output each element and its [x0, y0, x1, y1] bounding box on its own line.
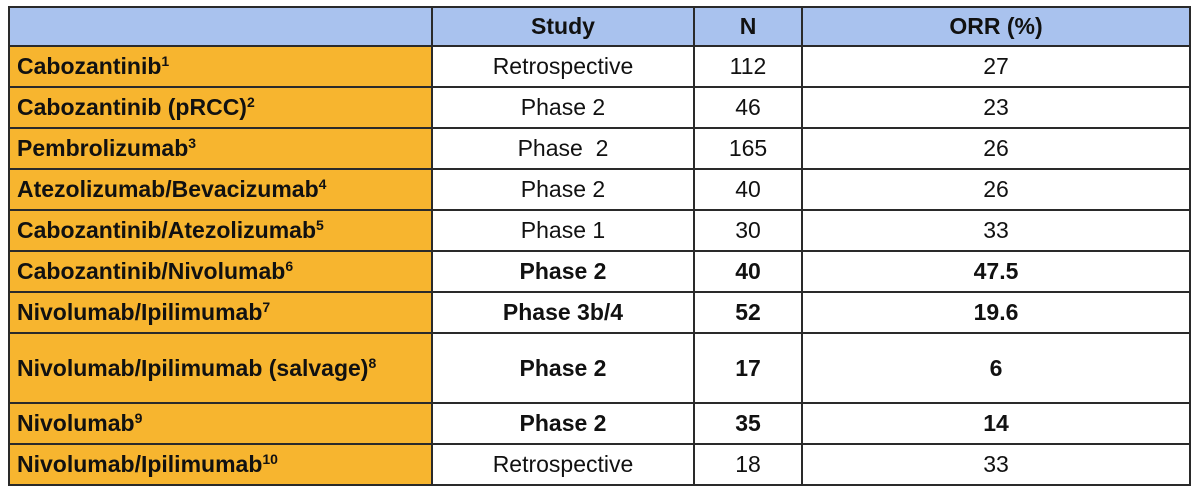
- orr-cell: 26: [801, 168, 1191, 211]
- drug-cell: Nivolumab/Ipilimumab10: [8, 443, 433, 486]
- table-row: Cabozantinib/Atezolizumab5 Phase 1 30 33: [8, 209, 1191, 252]
- drug-name: Atezolizumab/Bevacizumab: [17, 176, 319, 202]
- study-cell: Phase 3b/4: [431, 291, 695, 334]
- table-row: Pembrolizumab3 Phase 2 165 26: [8, 127, 1191, 170]
- drug-cell: Nivolumab9: [8, 402, 433, 445]
- study-cell: Phase 2: [431, 127, 695, 170]
- reference-number: 6: [285, 258, 294, 274]
- header-cell-drug: [8, 6, 433, 47]
- study-cell: Phase 2: [431, 86, 695, 129]
- study-cell: Phase 2: [431, 332, 695, 404]
- reference-number: 2: [246, 94, 255, 110]
- reference-number: 4: [318, 176, 327, 192]
- header-cell-orr: ORR (%): [801, 6, 1191, 47]
- drug-cell: Atezolizumab/Bevacizumab4: [8, 168, 433, 211]
- table-row: Nivolumab/Ipilimumab7 Phase 3b/4 52 19.6: [8, 291, 1191, 334]
- orr-cell: 23: [801, 86, 1191, 129]
- table-row: Nivolumab/Ipilimumab10 Retrospective 18 …: [8, 443, 1191, 486]
- table-row: Nivolumab/Ipilimumab (salvage)8 Phase 2 …: [8, 332, 1191, 404]
- drug-cell: Cabozantinib1: [8, 45, 433, 88]
- drug-name: Pembrolizumab: [17, 135, 189, 161]
- header-cell-study: Study: [431, 6, 695, 47]
- drug-name: Cabozantinib (pRCC): [17, 94, 247, 120]
- reference-number: 7: [262, 299, 271, 315]
- drug-name: Cabozantinib/Atezolizumab: [17, 217, 316, 243]
- table-row: Cabozantinib/Nivolumab6 Phase 2 40 47.5: [8, 250, 1191, 293]
- orr-cell: 6: [801, 332, 1191, 404]
- orr-cell: 14: [801, 402, 1191, 445]
- study-cell: Retrospective: [431, 45, 695, 88]
- study-cell: Phase 2: [431, 402, 695, 445]
- orr-cell: 26: [801, 127, 1191, 170]
- n-cell: 30: [693, 209, 803, 252]
- drug-cell: Nivolumab/Ipilimumab7: [8, 291, 433, 334]
- orr-cell: 33: [801, 443, 1191, 486]
- reference-number: 5: [316, 217, 324, 233]
- study-cell: Phase 2: [431, 168, 695, 211]
- orr-cell: 19.6: [801, 291, 1191, 334]
- drug-name: Cabozantinib: [17, 53, 162, 79]
- n-cell: 17: [693, 332, 803, 404]
- n-cell: 18: [693, 443, 803, 486]
- drug-cell: Cabozantinib/Nivolumab6: [8, 250, 433, 293]
- header-row: Study N ORR (%): [8, 6, 1191, 47]
- drug-name: Nivolumab/Ipilimumab (salvage): [17, 354, 369, 381]
- table-row: Cabozantinib (pRCC)2 Phase 2 46 23: [8, 86, 1191, 129]
- reference-number: 3: [188, 135, 197, 151]
- n-cell: 52: [693, 291, 803, 334]
- reference-number: 9: [134, 410, 143, 426]
- drug-cell: Cabozantinib/Atezolizumab5: [8, 209, 433, 252]
- table-row: Cabozantinib1 Retrospective 112 27: [8, 45, 1191, 88]
- n-cell: 112: [693, 45, 803, 88]
- drug-name: Nivolumab/Ipilimumab: [17, 451, 263, 477]
- drug-name: Nivolumab/Ipilimumab: [17, 299, 263, 325]
- orr-cell: 27: [801, 45, 1191, 88]
- results-table: Study N ORR (%) Cabozantinib1 Retrospect…: [8, 6, 1191, 486]
- drug-cell: Cabozantinib (pRCC)2: [8, 86, 433, 129]
- study-cell: Retrospective: [431, 443, 695, 486]
- table-row: Atezolizumab/Bevacizumab4 Phase 2 40 26: [8, 168, 1191, 211]
- n-cell: 40: [693, 250, 803, 293]
- drug-cell: Nivolumab/Ipilimumab (salvage)8: [8, 332, 433, 404]
- table-row: Nivolumab9 Phase 2 35 14: [8, 402, 1191, 445]
- header-cell-n: N: [693, 6, 803, 47]
- reference-number: 8: [368, 354, 377, 371]
- study-cell: Phase 1: [431, 209, 695, 252]
- n-cell: 46: [693, 86, 803, 129]
- orr-cell: 47.5: [801, 250, 1191, 293]
- results-table-container: Study N ORR (%) Cabozantinib1 Retrospect…: [8, 6, 1191, 486]
- reference-number: 1: [161, 53, 170, 69]
- drug-name: Cabozantinib/Nivolumab: [17, 258, 286, 284]
- drug-name: Nivolumab: [17, 410, 135, 436]
- drug-cell: Pembrolizumab3: [8, 127, 433, 170]
- reference-number: 10: [262, 451, 278, 467]
- n-cell: 35: [693, 402, 803, 445]
- n-cell: 165: [693, 127, 803, 170]
- n-cell: 40: [693, 168, 803, 211]
- study-cell: Phase 2: [431, 250, 695, 293]
- orr-cell: 33: [801, 209, 1191, 252]
